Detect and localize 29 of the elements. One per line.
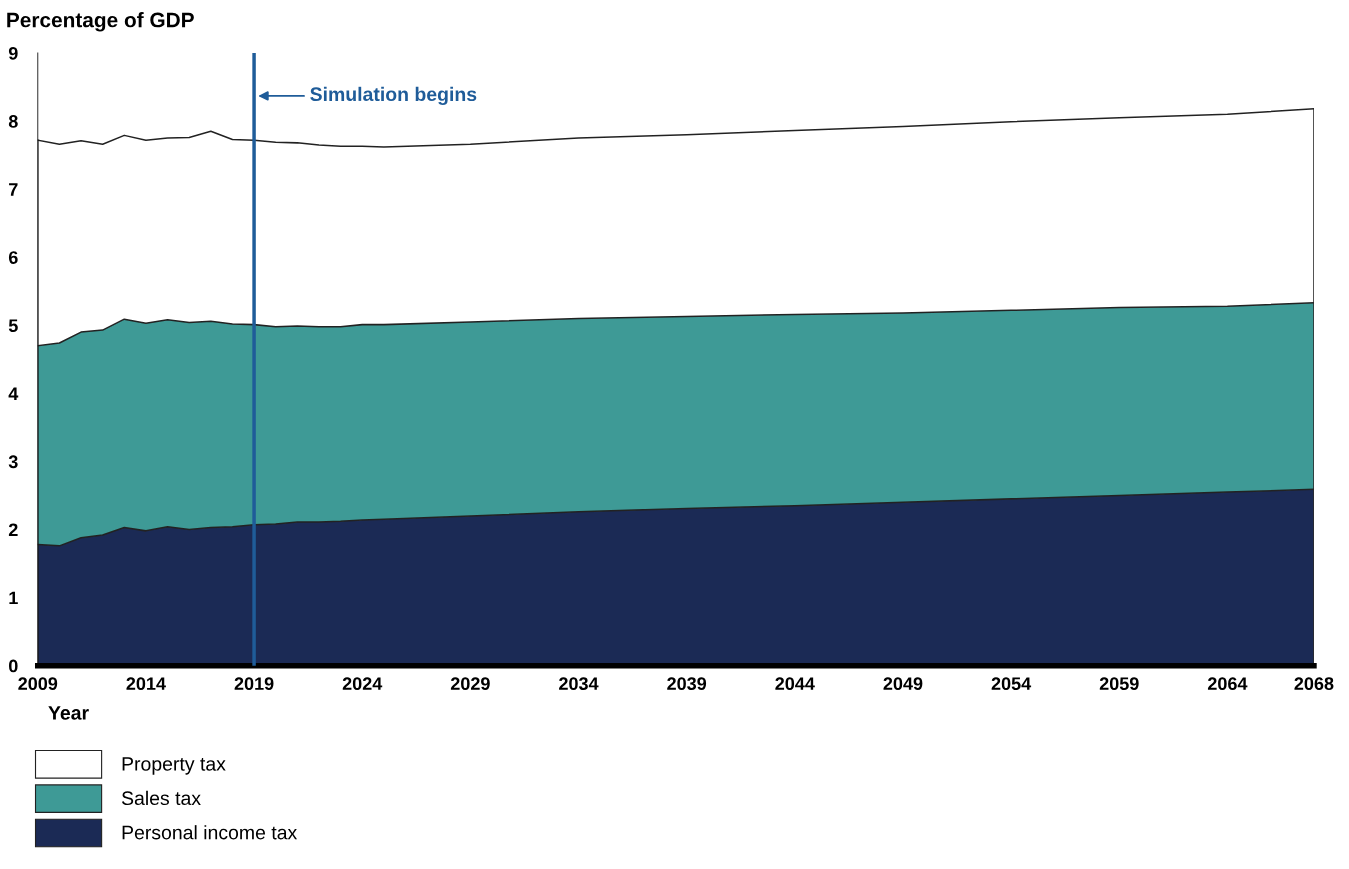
x-tick-label: 2039 [667, 677, 707, 691]
x-tick-label: 2044 [775, 677, 815, 691]
y-tick-label: 8 [8, 115, 18, 128]
y-tick-label: 0 [9, 659, 18, 673]
x-tick-label: 2019 [234, 677, 274, 691]
x-tick-label: 2009 [18, 677, 58, 691]
y-tick-label: 1 [9, 591, 18, 605]
y-tick-label: 9 [8, 46, 18, 60]
x-tick-label: 2014 [126, 677, 166, 691]
x-tick-label: 2068 [1294, 677, 1334, 691]
y-tick-label: 4 [8, 387, 19, 400]
legend-label: Sales tax [121, 790, 201, 806]
y-tick-label: 6 [8, 251, 18, 264]
y-axis-title: Percentage of GDP [7, 12, 194, 32]
ref-line-label: Simulation begins [310, 86, 477, 105]
x-tick-label: 2024 [342, 677, 383, 691]
x-tick-label: 2054 [991, 677, 1032, 691]
x-tick-label: 2059 [1099, 677, 1139, 691]
y-tick-label: 2 [8, 523, 18, 537]
x-tick-label: 2029 [450, 677, 490, 691]
y-tick-label: 5 [8, 319, 18, 333]
y-tick-label: 3 [8, 455, 18, 469]
x-tick-label: 2049 [883, 677, 923, 691]
legend-label: Property tax [122, 757, 226, 775]
x-tick-label: 2034 [559, 677, 599, 691]
y-tick-label: 7 [9, 183, 18, 196]
x-tick-label: 2064 [1207, 677, 1248, 691]
x-axis-title: Year [48, 706, 89, 720]
legend-label: Personal income tax [122, 825, 298, 840]
